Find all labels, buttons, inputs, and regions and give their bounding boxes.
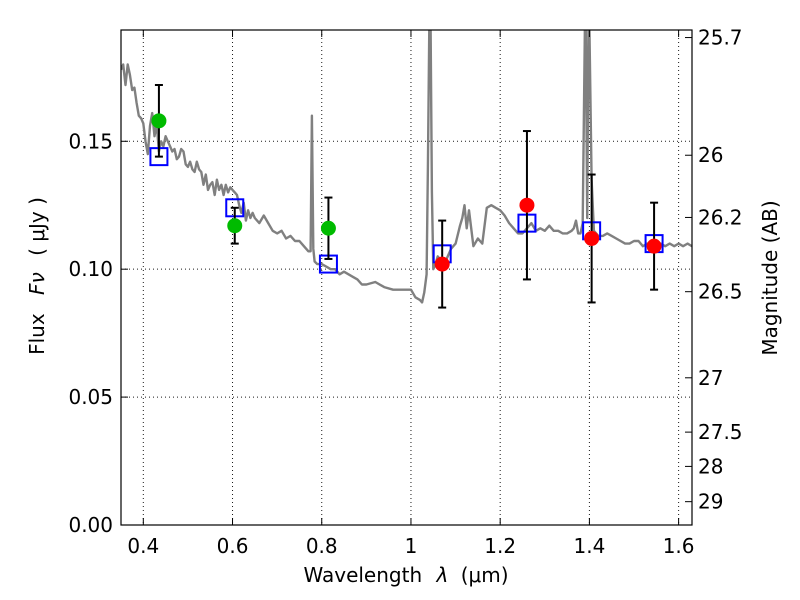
x-tick-label: 1.4 xyxy=(573,534,605,558)
observed-nir-point xyxy=(434,256,450,272)
y-axis-label-units: ( μJy ) xyxy=(25,197,49,256)
x-axis-label-symbol: λ xyxy=(436,563,449,587)
y-axis-label-prefix: Flux xyxy=(25,313,49,355)
x-axis-label-units: (μm) xyxy=(461,563,509,587)
y-tick-label: 0.10 xyxy=(68,257,113,281)
grid-lines xyxy=(121,30,692,525)
y-tick-label: 0.00 xyxy=(68,513,113,537)
observed-nir-point xyxy=(584,230,600,246)
observed-nir-point xyxy=(646,238,662,254)
x-axis-label: Wavelength λ (μm) xyxy=(303,563,508,587)
tick-layer: 0.4 0.6 0.8 1 1.2 1.4 1.6 0.00 0.05 0.10 0.15 25.7 2… xyxy=(68,26,742,558)
spectrum-layer xyxy=(121,30,692,304)
observed-nir-point xyxy=(519,197,535,213)
mag-tick-label: 26.5 xyxy=(698,280,743,304)
plot-frame xyxy=(120,29,693,526)
observed-optical-point xyxy=(151,113,167,129)
x-tick-label: 1.6 xyxy=(663,534,695,558)
y2-axis-label: Magnitude (AB) xyxy=(758,200,782,355)
marker-layer xyxy=(149,84,664,309)
y-axis-label: Flux Fν ( μJy ) xyxy=(25,197,49,355)
x-tick-label: 0.4 xyxy=(127,534,159,558)
mag-tick-label: 27.5 xyxy=(698,420,743,444)
x-tick-label: 0.6 xyxy=(217,534,249,558)
mag-tick-label: 27 xyxy=(698,366,723,390)
y-axis-label-symbol: Fν xyxy=(25,272,49,295)
y-tick-label: 0.05 xyxy=(68,385,113,409)
x-tick-label: 0.8 xyxy=(306,534,338,558)
mag-tick-label: 26 xyxy=(698,143,723,167)
mag-tick-label: 29 xyxy=(698,490,723,514)
mag-tick-label: 25.7 xyxy=(698,26,743,50)
observed-optical-point xyxy=(227,218,243,234)
observed-optical-point xyxy=(320,220,336,236)
x-tick-label: 1.2 xyxy=(484,534,516,558)
y-tick-label: 0.15 xyxy=(68,129,113,153)
template-spectrum-line xyxy=(121,30,692,304)
mag-tick-label: 28 xyxy=(698,454,723,478)
mag-tick-label: 26.2 xyxy=(698,205,743,229)
x-axis-label-prefix: Wavelength xyxy=(303,563,422,587)
x-tick-label: 1 xyxy=(405,534,418,558)
